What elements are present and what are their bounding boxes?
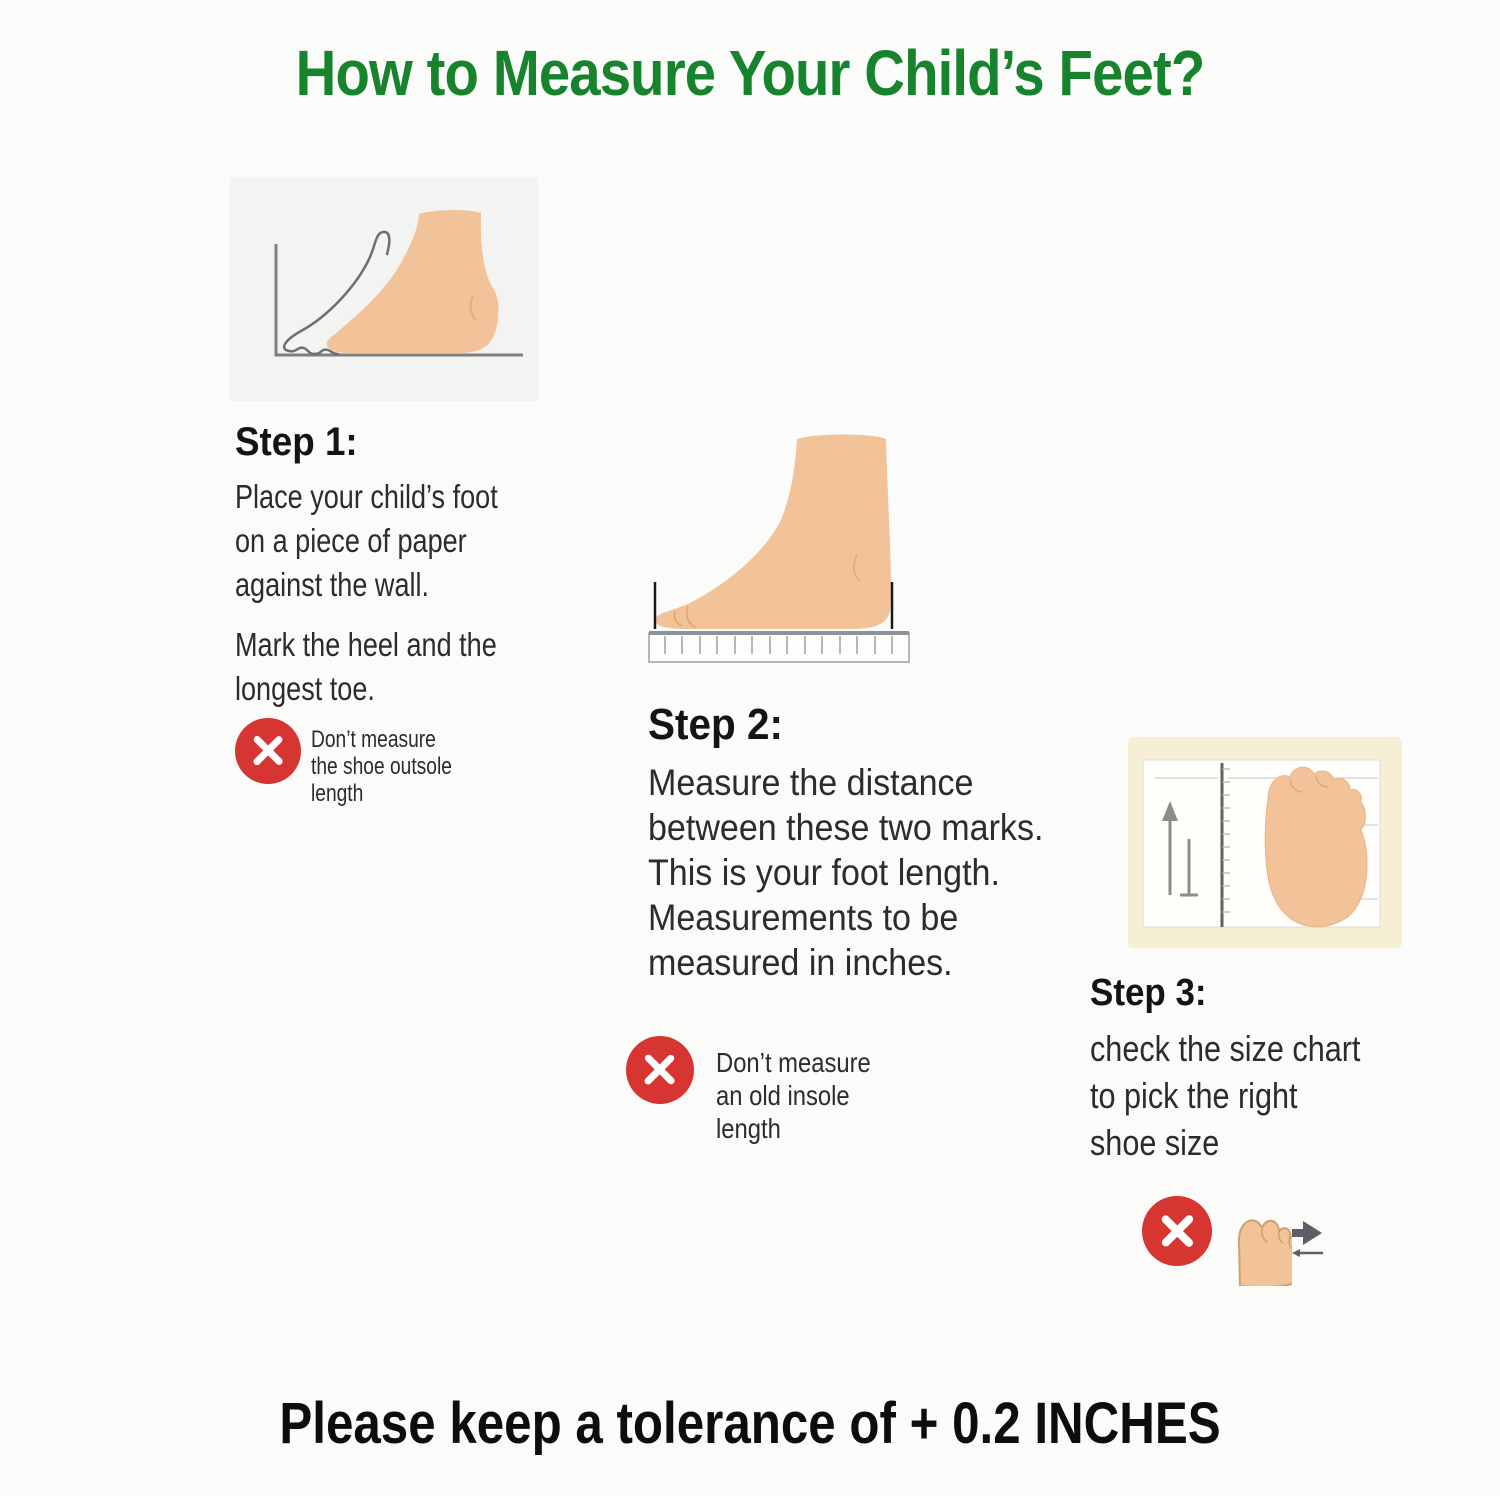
step2-paragraph: Measure the distance between these two m… <box>648 762 1044 983</box>
step1-heading: Step 1: <box>235 420 358 464</box>
x-circle-icon <box>1142 1196 1212 1266</box>
foot-outline-trace <box>282 230 391 356</box>
step3-warning <box>1142 1196 1212 1266</box>
tolerance-note: Please keep a tolerance of + 0.2 INCHES <box>279 1391 1221 1456</box>
step1-text-block: Step 1: Place your child’s foot on a pie… <box>235 420 555 711</box>
foot-profile-against-wall-illustration <box>230 178 538 401</box>
foot-sole-size-chart-illustration <box>1128 737 1402 948</box>
ankle-shading <box>469 295 477 321</box>
wall-floor-line <box>274 244 523 357</box>
foot-sole-shape <box>1264 766 1368 928</box>
step3-paragraph: check the size chart to pick the right s… <box>1090 1028 1361 1163</box>
step3-text-block: Step 3: check the size chart to pick the… <box>1090 972 1408 1166</box>
foot-on-ruler-illustration <box>648 434 910 663</box>
ruler-ticks <box>664 636 893 654</box>
step1-paragraph-1: Place your child’s foot on a piece of pa… <box>235 478 498 603</box>
foot-toes-icon <box>1237 1219 1292 1286</box>
x-circle-icon <box>235 718 301 784</box>
step3-heading: Step 3: <box>1090 972 1207 1014</box>
x-circle-icon <box>626 1036 694 1104</box>
right-arrow <box>1292 1221 1322 1245</box>
foot-shape <box>655 434 891 629</box>
toe-lines <box>673 605 696 628</box>
left-arrow-head <box>1292 1249 1300 1257</box>
step1-warning: Don’t measure the shoe outsole length <box>235 718 487 807</box>
step2-text-block: Step 2: Measure the distance between the… <box>648 700 1078 985</box>
measure-arrows-icon <box>1292 1221 1323 1257</box>
step2-warning-text: Don’t measure an old insole length <box>716 1047 871 1144</box>
foot-shape <box>326 210 499 353</box>
page-title: How to Measure Your Child’s Feet? <box>295 37 1206 109</box>
toe-creases <box>1289 775 1329 793</box>
ruler-body <box>648 632 910 663</box>
toes-shape <box>1237 1219 1292 1286</box>
tall-arrow-head <box>1162 801 1178 821</box>
step2-heading: Step 2: <box>648 700 783 749</box>
ankle-shading <box>852 554 861 582</box>
step1-warning-text: Don’t measure the shoe outsole length <box>311 726 452 807</box>
chart-ruler-ticks <box>1222 768 1230 913</box>
toe-separation-lines <box>1261 1227 1292 1250</box>
step1-paragraph-2: Mark the heel and the longest toe. <box>235 626 497 707</box>
step2-warning: Don’t measure an old insole length <box>626 1036 898 1145</box>
